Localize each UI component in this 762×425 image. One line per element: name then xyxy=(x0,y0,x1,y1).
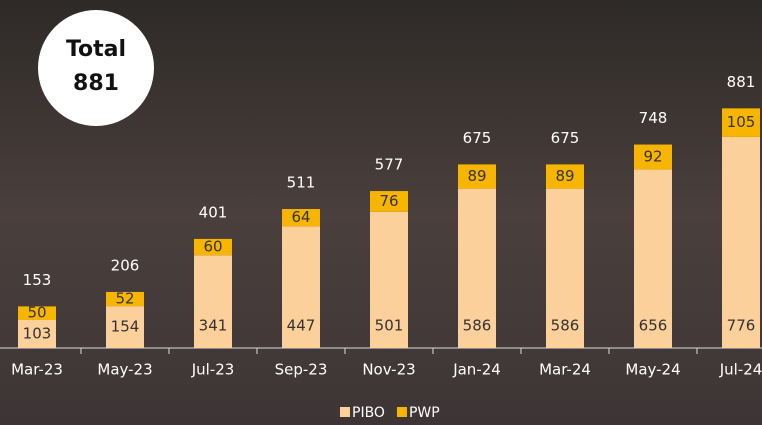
value-label: 586 xyxy=(463,317,492,335)
value-label: 89 xyxy=(467,167,486,185)
total-label: 401 xyxy=(199,203,228,221)
legend-label: PWP xyxy=(409,405,440,421)
value-label: 92 xyxy=(643,148,662,166)
x-tick-label: May-24 xyxy=(625,361,680,379)
value-label: 586 xyxy=(551,317,580,335)
value-label: 501 xyxy=(375,317,404,335)
x-tick-label: Jul-24 xyxy=(719,361,762,379)
x-tick-label: Mar-23 xyxy=(11,361,63,379)
total-label: 511 xyxy=(287,174,316,192)
chart: Total 881 Mar-23 103 50 153 May-23 154 52 206 Ju… xyxy=(0,0,762,425)
total-badge xyxy=(38,10,154,126)
x-tick-label: Nov-23 xyxy=(362,361,415,379)
total-label: 206 xyxy=(111,256,140,274)
legend-swatch xyxy=(340,407,350,417)
value-label: 50 xyxy=(27,304,46,322)
value-label: 341 xyxy=(199,317,228,335)
x-tick-label: Sep-23 xyxy=(275,361,328,379)
legend-label: PIBO xyxy=(352,405,385,421)
value-label: 89 xyxy=(555,167,574,185)
total-label: 153 xyxy=(23,271,52,289)
value-label: 60 xyxy=(203,238,222,256)
total-label: 748 xyxy=(639,109,668,127)
value-label: 76 xyxy=(379,192,398,210)
value-label: 154 xyxy=(111,318,140,336)
badge-label: Total xyxy=(66,37,126,62)
total-label: 577 xyxy=(375,156,404,174)
value-label: 105 xyxy=(727,113,756,131)
x-tick-label: Mar-24 xyxy=(539,361,591,379)
x-tick-label: Jan-24 xyxy=(452,361,501,379)
value-label: 52 xyxy=(115,290,134,308)
value-label: 64 xyxy=(291,208,310,226)
value-label: 447 xyxy=(287,317,316,335)
x-tick-label: Jul-23 xyxy=(191,361,235,379)
badge-value: 881 xyxy=(73,71,119,96)
total-label: 881 xyxy=(727,73,756,91)
legend-swatch xyxy=(397,407,407,417)
value-label: 103 xyxy=(23,324,52,342)
value-label: 656 xyxy=(639,317,668,335)
total-label: 675 xyxy=(463,129,492,147)
total-label: 675 xyxy=(551,129,580,147)
value-label: 776 xyxy=(727,317,756,335)
x-tick-label: May-23 xyxy=(97,361,152,379)
